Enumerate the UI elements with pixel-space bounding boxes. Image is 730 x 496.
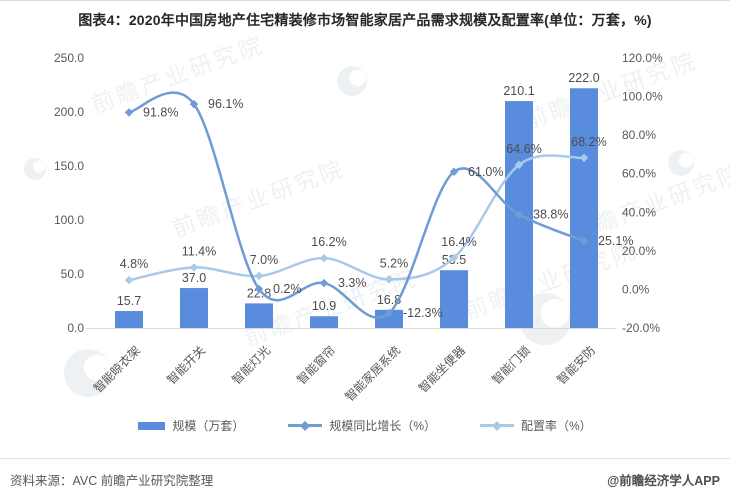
legend-item-scale: 规模（万套）	[138, 417, 244, 434]
growth-line-marker	[384, 308, 394, 318]
legend-item-growth: 规模同比增长（%）	[288, 417, 436, 434]
legend-item-config-rate: 配置率（%）	[480, 417, 592, 434]
chart-legend: 规模（万套） 规模同比增长（%） 配置率（%）	[0, 417, 730, 434]
bar	[440, 270, 468, 328]
legend-growth-line-swatch	[288, 420, 323, 431]
growth-line-path	[127, 91, 586, 319]
right-axis-tick: 20.0%	[622, 244, 656, 258]
config-rate-line-value-label: 4.8%	[120, 257, 149, 271]
left-axis-tick: 100.0	[54, 213, 84, 227]
growth-line-marker	[189, 99, 199, 109]
left-axis-tick: 250.0	[54, 51, 84, 65]
growth-line-value-label: 61.0%	[468, 165, 503, 179]
watermark-text: 前瞻产业研究院	[521, 47, 701, 134]
left-axis-tick: 200.0	[54, 105, 84, 119]
config-rate-line-group: 4.8% 11.4% 7.0% 16.2% 5.2% 16.4% 64.6% 68.2%	[120, 135, 607, 285]
category-label: 智能坐便器	[415, 343, 468, 396]
growth-line-value-label: 3.3%	[338, 276, 367, 290]
growth-line-value-label: 38.8%	[533, 208, 568, 222]
watermark-logo	[668, 150, 694, 176]
right-axis-tick: 60.0%	[622, 167, 656, 181]
right-axis-tick: 100.0%	[622, 90, 663, 104]
config-rate-line-marker	[384, 275, 394, 284]
right-axis-tick: 0.0%	[622, 282, 650, 296]
left-axis-tick: 0.0	[67, 321, 84, 335]
growth-line-value-label: -12.3%	[403, 306, 443, 320]
legend-label-growth: 规模同比增长（%）	[329, 419, 436, 433]
left-axis-tick: 150.0	[54, 159, 84, 173]
bar	[375, 309, 403, 328]
legend-config-rate-line-swatch	[480, 420, 514, 431]
config-rate-line-value-label: 68.2%	[571, 135, 606, 149]
config-rate-line-value-label: 7.0%	[250, 253, 279, 267]
right-axis-tick: -20.0%	[622, 321, 660, 335]
growth-line-marker	[449, 167, 459, 177]
bar	[115, 311, 143, 328]
config-rate-line-path	[127, 154, 586, 282]
growth-line-group: 91.8% 96.1% 0.2% 3.3% -12.3% 61.0% 38.8% 25.1%	[124, 91, 633, 320]
legend-label-config-rate: 配置率（%）	[521, 419, 592, 433]
source-note: 资料来源：AVC 前瞻产业研究院整理	[10, 474, 214, 488]
right-axis-tick: 120.0%	[622, 51, 663, 65]
growth-line-value-label: 96.1%	[208, 97, 243, 111]
legend-bar-swatch	[138, 421, 166, 430]
growth-line-value-label: 91.8%	[143, 105, 178, 119]
config-rate-line-marker	[319, 253, 329, 263]
bar-value-label: 15.7	[117, 294, 141, 308]
category-label: 智能窗帘	[294, 343, 339, 388]
bar-value-label: 37.0	[182, 271, 206, 285]
config-rate-line-marker	[124, 275, 134, 285]
growth-line-value-label: 0.2%	[273, 282, 302, 296]
bar-value-label: 222.0	[568, 71, 599, 85]
config-rate-line-value-label: 11.4%	[182, 244, 217, 258]
category-label: 智能开关	[164, 343, 209, 388]
legend-label-scale: 规模（万套）	[172, 419, 245, 433]
watermark-logo	[24, 158, 46, 180]
config-rate-line-value-label: 16.2%	[311, 235, 346, 249]
config-rate-line-value-label: 5.2%	[380, 256, 409, 270]
category-label: 智能安防	[554, 343, 599, 388]
category-label: 智能家居系统	[342, 343, 404, 405]
config-rate-line-value-label: 64.6%	[506, 142, 541, 156]
bar	[180, 288, 208, 328]
watermark-logo	[64, 349, 112, 397]
bar-value-label: 10.9	[312, 299, 336, 313]
chart-title: 图表4：2020年中国房地产住宅精装修市场智能家居产品需求规模及配置率(单位：万…	[78, 12, 652, 28]
growth-line-marker	[254, 284, 264, 294]
footer: 资料来源：AVC 前瞻产业研究院整理 @前瞻经济学人APP	[0, 458, 730, 489]
bar	[245, 303, 273, 328]
category-label: 智能门锁	[489, 343, 534, 388]
bar	[570, 88, 598, 329]
left-axis-tick: 50.0	[61, 267, 85, 281]
growth-line-marker	[319, 278, 329, 288]
config-rate-line-marker	[254, 271, 264, 281]
growth-line-value-label: 25.1%	[598, 234, 633, 248]
config-rate-line-value-label: 16.4%	[441, 235, 476, 249]
right-axis-tick: 40.0%	[622, 205, 656, 219]
config-rate-line-marker	[189, 263, 199, 272]
credit-note: @前瞻经济学人APP	[607, 474, 720, 488]
watermark-text: 前瞻产业研究院	[169, 155, 349, 242]
bar-value-label: 210.1	[503, 84, 534, 98]
growth-line-marker	[124, 108, 134, 117]
watermark-logo	[337, 66, 367, 96]
bar	[310, 316, 338, 328]
right-axis-tick: 80.0%	[622, 128, 656, 142]
